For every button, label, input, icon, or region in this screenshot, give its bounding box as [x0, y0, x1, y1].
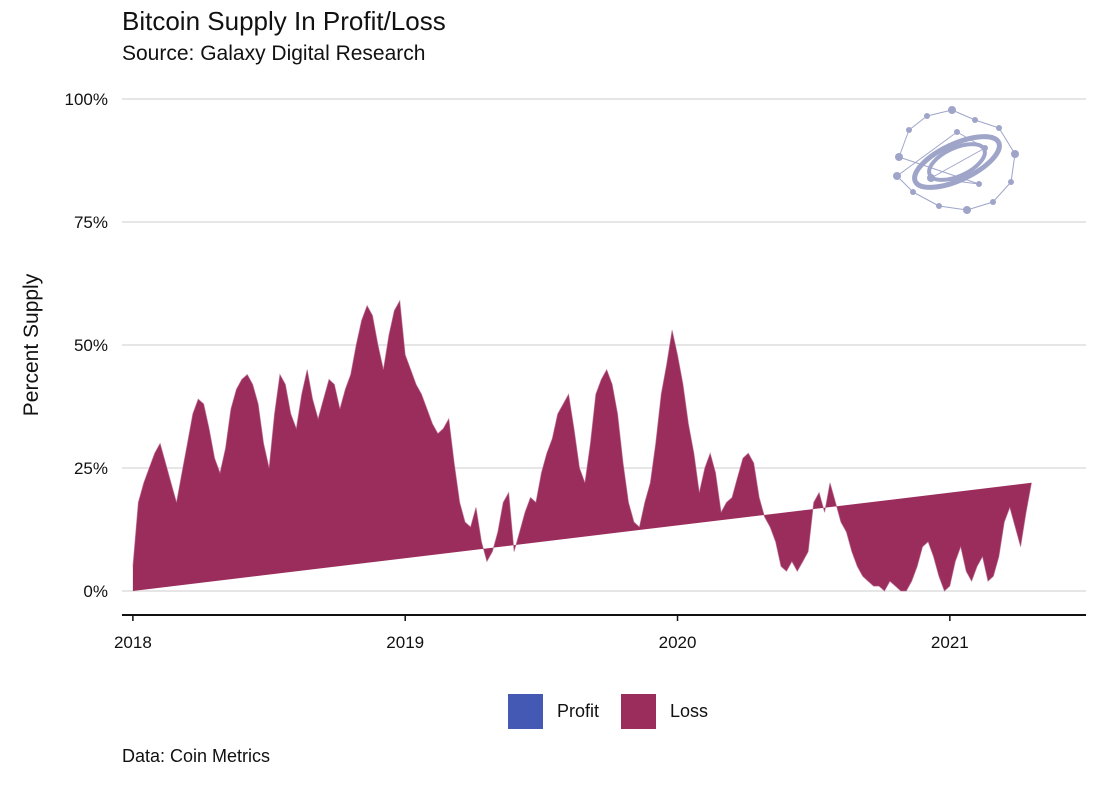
legend-label-loss: Loss	[670, 701, 709, 721]
y-tick-label: 25%	[74, 459, 108, 478]
y-tick-label: 0%	[83, 582, 108, 601]
x-tick-label: 2019	[386, 633, 424, 652]
chart-subtitle: Source: Galaxy Digital Research	[122, 42, 426, 65]
galaxy-digital-logo-icon	[893, 106, 1019, 214]
y-tick-label: 100%	[65, 90, 108, 109]
x-tick-label: 2021	[931, 633, 969, 652]
y-tick-label: 50%	[74, 336, 108, 355]
loss-area	[132, 300, 1032, 591]
legend-swatch-loss	[621, 694, 657, 729]
legend: Profit Loss	[508, 694, 730, 729]
legend-item-profit: Profit	[508, 694, 599, 729]
legend-label-profit: Profit	[557, 701, 600, 721]
chart-svg: 0% 25% 50% 75% 100% 2018 2019 2020 2021 Percent S…	[20, 90, 1086, 652]
x-tick-label: 2020	[659, 633, 697, 652]
loss-boundary-line	[132, 299, 1032, 592]
legend-swatch-profit	[508, 694, 543, 729]
chart-title: Bitcoin Supply In Profit/Loss	[122, 6, 446, 36]
y-tick-label: 75%	[74, 213, 108, 232]
x-tick-label: 2018	[114, 633, 152, 652]
legend-item-loss: Loss	[621, 694, 708, 729]
data-source-caption: Data: Coin Metrics	[122, 746, 271, 766]
y-axis-title: Percent Supply	[20, 273, 43, 416]
